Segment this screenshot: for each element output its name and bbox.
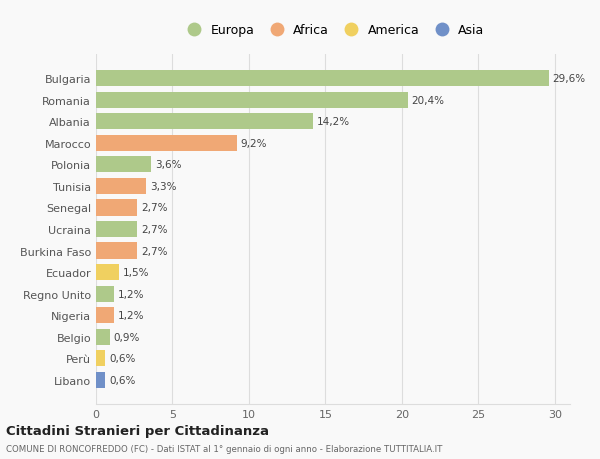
Legend: Europa, Africa, America, Asia: Europa, Africa, America, Asia [176,19,490,42]
Text: 2,7%: 2,7% [141,203,167,213]
Bar [96,243,137,259]
Bar [96,286,115,302]
Text: 1,2%: 1,2% [118,289,145,299]
Bar [96,350,105,367]
Text: 2,7%: 2,7% [141,224,167,235]
Text: 1,2%: 1,2% [118,310,145,320]
Bar [96,179,146,195]
Bar [96,329,110,345]
Text: 9,2%: 9,2% [241,139,267,149]
Bar [96,308,115,324]
Text: 20,4%: 20,4% [412,95,445,106]
Bar [96,71,548,87]
Bar [96,200,137,216]
Text: 29,6%: 29,6% [553,74,586,84]
Text: 0,6%: 0,6% [109,375,136,385]
Text: 14,2%: 14,2% [317,117,350,127]
Text: 0,6%: 0,6% [109,353,136,364]
Text: COMUNE DI RONCOFREDDO (FC) - Dati ISTAT al 1° gennaio di ogni anno - Elaborazion: COMUNE DI RONCOFREDDO (FC) - Dati ISTAT … [6,444,442,453]
Bar [96,264,119,280]
Bar [96,114,313,130]
Text: 3,6%: 3,6% [155,160,181,170]
Bar [96,92,408,109]
Bar [96,221,137,238]
Text: Cittadini Stranieri per Cittadinanza: Cittadini Stranieri per Cittadinanza [6,424,269,437]
Bar [96,135,236,151]
Text: 1,5%: 1,5% [123,268,149,278]
Bar [96,372,105,388]
Text: 3,3%: 3,3% [150,181,177,191]
Bar [96,157,151,173]
Text: 0,9%: 0,9% [113,332,140,342]
Text: 2,7%: 2,7% [141,246,167,256]
